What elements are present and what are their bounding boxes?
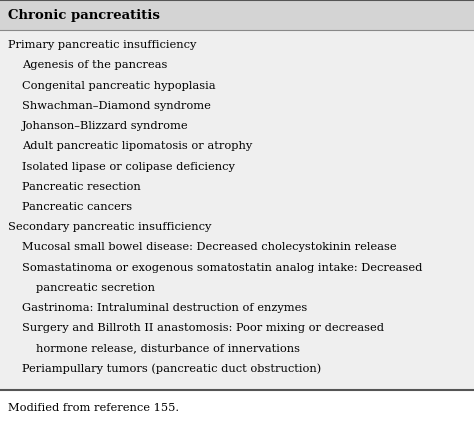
- Text: Periampullary tumors (pancreatic duct obstruction): Periampullary tumors (pancreatic duct ob…: [22, 363, 321, 374]
- Text: Gastrinoma: Intraluminal destruction of enzymes: Gastrinoma: Intraluminal destruction of …: [22, 303, 307, 313]
- Text: Mucosal small bowel disease: Decreased cholecystokinin release: Mucosal small bowel disease: Decreased c…: [22, 242, 397, 252]
- Text: Secondary pancreatic insufficiency: Secondary pancreatic insufficiency: [8, 222, 211, 232]
- Text: Johanson–Blizzard syndrome: Johanson–Blizzard syndrome: [22, 121, 189, 131]
- Text: Congenital pancreatic hypoplasia: Congenital pancreatic hypoplasia: [22, 81, 216, 91]
- Text: Chronic pancreatitis: Chronic pancreatitis: [8, 8, 160, 22]
- Text: pancreatic secretion: pancreatic secretion: [36, 283, 155, 293]
- Text: Somastatinoma or exogenous somatostatin analog intake: Decreased: Somastatinoma or exogenous somatostatin …: [22, 263, 422, 273]
- Text: Isolated lipase or colipase deficiency: Isolated lipase or colipase deficiency: [22, 162, 235, 172]
- Text: Agenesis of the pancreas: Agenesis of the pancreas: [22, 60, 167, 71]
- Text: Pancreatic resection: Pancreatic resection: [22, 182, 141, 192]
- Text: Pancreatic cancers: Pancreatic cancers: [22, 202, 132, 212]
- Text: Modified from reference 155.: Modified from reference 155.: [8, 403, 179, 413]
- Bar: [0, 0, 474, 30]
- Text: Adult pancreatic lipomatosis or atrophy: Adult pancreatic lipomatosis or atrophy: [22, 141, 252, 151]
- Text: hormone release, disturbance of innervations: hormone release, disturbance of innervat…: [36, 343, 300, 354]
- Text: Primary pancreatic insufficiency: Primary pancreatic insufficiency: [8, 40, 196, 50]
- Text: Shwachman–Diamond syndrome: Shwachman–Diamond syndrome: [22, 101, 211, 111]
- Bar: [0, 30, 474, 390]
- Text: Surgery and Billroth II anastomosis: Poor mixing or decreased: Surgery and Billroth II anastomosis: Poo…: [22, 323, 384, 333]
